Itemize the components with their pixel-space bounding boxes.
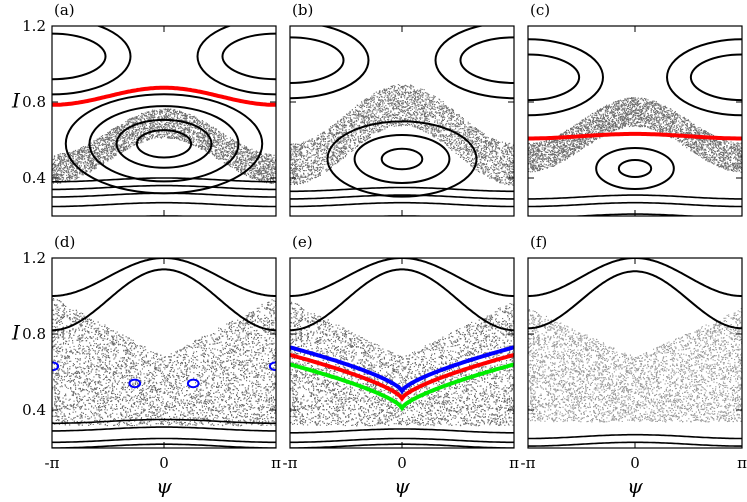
panel-letter: (a) bbox=[54, 1, 75, 19]
upper-island-orbit bbox=[666, 38, 742, 117]
regular-orbit bbox=[290, 437, 514, 444]
island-orbit bbox=[326, 120, 478, 198]
red-curve bbox=[528, 131, 742, 141]
regular-orbit bbox=[528, 194, 742, 200]
regular-orbit bbox=[52, 184, 276, 191]
x-tick-label: 0 bbox=[630, 454, 640, 472]
blue-island bbox=[186, 378, 200, 389]
axes-text-layer: (a) 0.4 0.8 1.2 I (b) (c) (d) 0.4 0.8 1.2 I -π 0 π ψ (e)… bbox=[11, 1, 747, 498]
panel-letter: (b) bbox=[292, 1, 313, 19]
panel-f bbox=[528, 258, 742, 447]
regular-orbit bbox=[528, 201, 742, 208]
regular-orbit bbox=[290, 186, 514, 193]
panel-e bbox=[290, 258, 514, 448]
regular-orbit bbox=[290, 428, 514, 434]
y-tick-label: 1.2 bbox=[22, 17, 46, 35]
upper-orbit bbox=[290, 258, 514, 297]
blue-curve bbox=[290, 345, 514, 395]
panels-layer bbox=[51, 25, 743, 449]
panel-letter: (e) bbox=[292, 233, 313, 251]
island-orbit bbox=[595, 146, 675, 191]
upper-island-orbit bbox=[52, 32, 107, 81]
x-tick-label: 0 bbox=[159, 454, 169, 472]
upper-orbit bbox=[52, 258, 276, 297]
panel-letter: (f) bbox=[530, 233, 547, 251]
x-tick-label: -π bbox=[283, 454, 298, 472]
chaotic-region bbox=[52, 297, 276, 427]
regular-orbit bbox=[290, 194, 514, 200]
panel-letter: (c) bbox=[530, 1, 550, 19]
blue-island bbox=[268, 361, 276, 372]
x-axis-label: ψ bbox=[394, 474, 410, 498]
blue-island bbox=[128, 378, 142, 389]
regular-orbit bbox=[52, 177, 276, 183]
island-orbit bbox=[88, 105, 240, 183]
upper-orbit bbox=[528, 270, 742, 330]
green-curve bbox=[290, 362, 514, 412]
x-tick-label: π bbox=[737, 454, 747, 472]
chaotic-region bbox=[528, 308, 742, 423]
y-tick-label: 0.4 bbox=[22, 169, 46, 187]
regular-orbit bbox=[52, 426, 276, 432]
upper-island-orbit bbox=[52, 26, 132, 96]
regular-orbit bbox=[52, 201, 276, 208]
y-axis-label: I bbox=[11, 89, 21, 113]
chaotic-band bbox=[528, 97, 742, 173]
y-tick-label: 1.2 bbox=[22, 249, 46, 267]
panel-letter: (d) bbox=[54, 233, 75, 251]
blue-island bbox=[52, 361, 60, 372]
y-axis-label: I bbox=[11, 321, 21, 345]
red-curve bbox=[52, 85, 276, 107]
panel-a bbox=[52, 26, 276, 216]
panel-d bbox=[52, 258, 276, 448]
regular-orbit bbox=[528, 433, 742, 440]
x-tick-label: π bbox=[509, 454, 519, 472]
x-axis-label: ψ bbox=[156, 474, 172, 498]
upper-orbit bbox=[52, 268, 276, 332]
island-orbit bbox=[353, 134, 451, 184]
y-tick-label: 0.8 bbox=[22, 325, 46, 343]
x-tick-label: -π bbox=[45, 454, 60, 472]
island-orbit bbox=[135, 129, 193, 159]
x-tick-label: -π bbox=[521, 454, 536, 472]
x-tick-label: 0 bbox=[397, 454, 407, 472]
island-orbit bbox=[115, 118, 213, 169]
regular-orbit bbox=[52, 418, 276, 425]
regular-orbit bbox=[52, 192, 276, 198]
panel-frame bbox=[527, 25, 743, 217]
regular-orbit bbox=[290, 201, 514, 208]
x-axis-label: ψ bbox=[627, 474, 643, 498]
y-tick-label: 0.8 bbox=[22, 93, 46, 111]
island-orbit bbox=[617, 158, 653, 179]
island-orbit bbox=[380, 147, 424, 171]
regular-orbit bbox=[52, 437, 276, 444]
y-tick-label: 0.4 bbox=[22, 401, 46, 419]
upper-orbit bbox=[528, 258, 742, 297]
upper-island-orbit bbox=[689, 53, 742, 102]
x-tick-label: π bbox=[271, 454, 281, 472]
red-curve bbox=[290, 352, 514, 402]
upper-orbit bbox=[290, 268, 514, 332]
